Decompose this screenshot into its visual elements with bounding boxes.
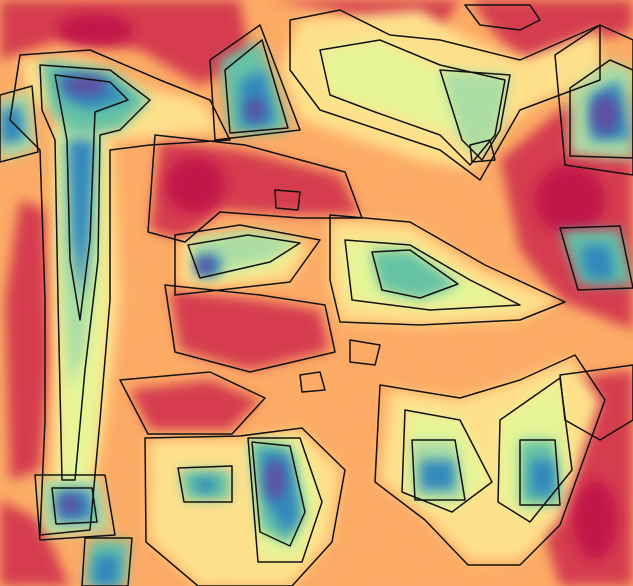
contour-line [164,284,336,373]
contour-lines [0,4,633,586]
contour-line [9,49,231,536]
contour-line [274,189,301,211]
purple-core [245,98,265,122]
contour-line [519,439,561,506]
contour-line [144,427,346,586]
contour-line [251,441,306,547]
crimson-spot [573,480,617,560]
crimson-spots [57,14,617,560]
contour-line [371,249,459,299]
contour-line [299,371,326,393]
crimson-spot [535,165,605,235]
contour-line [119,371,266,435]
contour-line [224,39,289,134]
contour-line [401,409,493,513]
red-region-top-left [0,0,250,85]
blue-core [530,460,555,495]
red-region-bottom-left [0,500,70,586]
contour-line [559,225,633,291]
contour-line [374,354,606,566]
contour-line [39,64,151,481]
blue-core [580,245,615,280]
contour-line [209,24,301,141]
contour-line [349,339,381,366]
contour-line [497,377,573,523]
crimson-spot [165,157,225,213]
blue-core [92,555,120,586]
red-region-top-right [470,0,633,70]
contour-line [34,474,116,541]
blue-core [68,140,95,300]
contour-line [559,364,633,441]
red-region-left-column [5,200,50,480]
blue-core [420,460,455,490]
contour-line [289,9,601,181]
purple-core [195,258,215,274]
contour-line [187,234,301,279]
purple-core [265,460,285,500]
contour-line [329,214,566,326]
teal-region [370,250,460,300]
contour-line [0,85,39,163]
contour-line [569,59,633,159]
purple-core [58,495,82,515]
contour-line [464,4,541,31]
blue-core [195,478,215,492]
contour-line [54,74,129,321]
purple-core [63,75,107,95]
contour-line [174,224,321,296]
contour-line [344,239,521,311]
contour-line [319,39,506,166]
contour-line [81,537,133,586]
red-region-mid [170,290,330,370]
contour-line [554,24,633,176]
contour-line [177,465,233,503]
contour-line [147,134,363,243]
blue-core [0,105,25,145]
contour-line [51,487,98,525]
contour-line [411,439,466,501]
red-region-lower-mid [130,380,260,430]
contour-line [469,139,496,163]
purple-core [591,95,619,135]
crimson-spot [57,14,133,46]
contour-line [247,437,323,563]
